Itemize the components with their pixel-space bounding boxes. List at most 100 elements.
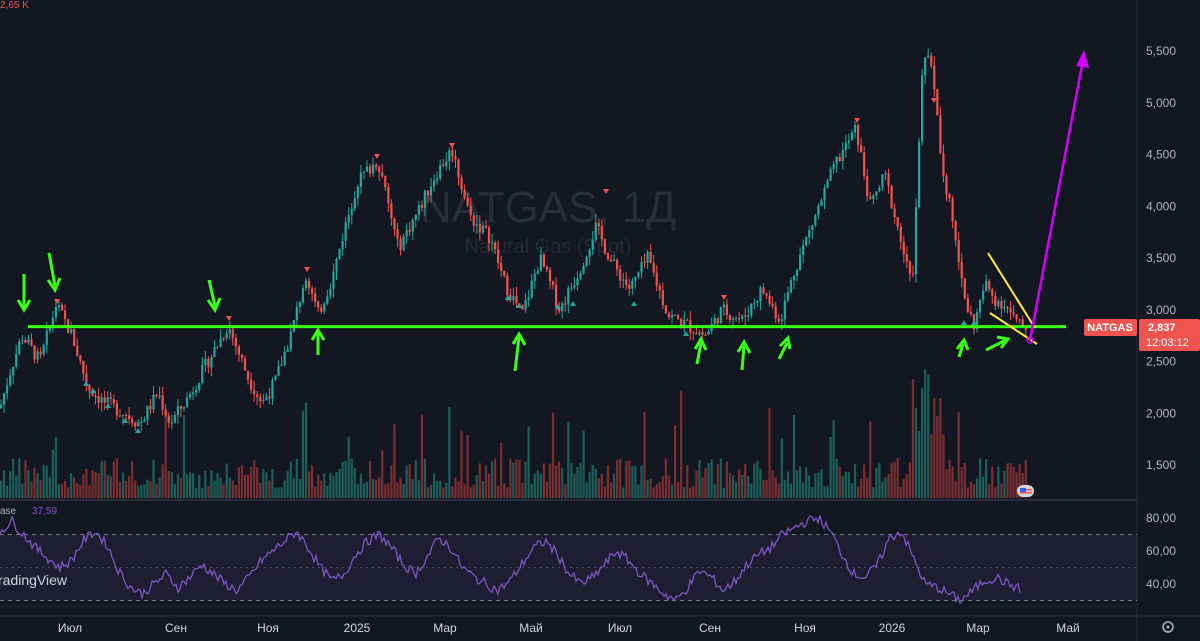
- candle-body: [112, 399, 115, 404]
- sell-marker: [304, 267, 310, 272]
- arrow-annotation: [46, 252, 62, 294]
- volume-bar: [869, 421, 872, 498]
- time-tick-label: Июл: [58, 621, 82, 635]
- buy-marker: [90, 388, 96, 393]
- candle-body: [216, 346, 219, 348]
- sell-marker: [721, 295, 727, 300]
- volume-bar: [655, 483, 658, 498]
- candle-body: [631, 280, 634, 289]
- time-tick-label: Июл: [608, 621, 632, 635]
- candle-body: [991, 289, 994, 296]
- candle-body: [472, 215, 475, 226]
- candle-body: [799, 254, 802, 270]
- candle-body: [1006, 306, 1009, 309]
- volume-bar: [210, 470, 213, 498]
- candle-body: [378, 167, 381, 173]
- candle-body: [423, 190, 427, 208]
- candle-body: [311, 288, 314, 294]
- candle-body: [356, 186, 359, 199]
- buy-marker: [971, 320, 977, 325]
- candle-body: [588, 249, 591, 257]
- candle-body: [54, 306, 57, 318]
- candle-body: [670, 314, 674, 318]
- volume-bar: [762, 479, 765, 498]
- candle-body: [884, 173, 887, 175]
- volume-bar: [795, 470, 799, 498]
- main-plot-area[interactable]: [0, 0, 1137, 500]
- volume-bar: [734, 482, 738, 498]
- volume-bar: [222, 484, 225, 498]
- volume-label: 2,65 K: [0, 0, 29, 11]
- volume-bar: [338, 468, 341, 498]
- volume-bar: [439, 480, 442, 498]
- volume-bar: [551, 412, 555, 498]
- candle-body: [548, 269, 552, 282]
- volume-bar: [259, 482, 262, 498]
- candle-body: [786, 292, 789, 301]
- candle-body: [256, 394, 259, 397]
- candle-body: [9, 375, 12, 386]
- volume-bar: [713, 484, 716, 498]
- sell-marker: [226, 316, 232, 321]
- candle-body: [121, 414, 125, 416]
- volume-bar: [548, 463, 552, 498]
- volume-bar: [829, 436, 832, 498]
- volume-bar: [649, 478, 652, 498]
- candle-body: [728, 315, 732, 321]
- candle-body: [402, 236, 405, 250]
- candle-body: [362, 171, 366, 173]
- volume-bar: [948, 460, 951, 498]
- candle-body: [115, 403, 118, 416]
- volume-bar: [1024, 459, 1027, 498]
- rsi-band: [0, 534, 1137, 601]
- volume-bar: [362, 483, 366, 498]
- candle-body: [70, 329, 73, 333]
- candle-body: [237, 346, 240, 355]
- candle-body: [365, 166, 369, 172]
- volume-bar: [463, 483, 466, 498]
- candle-body: [372, 164, 375, 174]
- volume-bar: [780, 438, 783, 498]
- price-axis[interactable]: 1,500 2,000 2,500 3,000 3,500 4,000 4,500 5,000…: [1146, 44, 1176, 472]
- candle-body: [347, 215, 350, 223]
- candle-body: [97, 396, 100, 403]
- time-axis[interactable]: Июл Сен Ноя 2025 Мар Май Июл Сен Ноя 2026 Мар Май: [58, 621, 1080, 635]
- volume-bar: [588, 472, 591, 498]
- volume-bar: [881, 481, 884, 498]
- candle-body: [667, 313, 671, 318]
- volume-bar: [789, 483, 793, 498]
- volume-bar: [9, 471, 12, 498]
- volume-bar: [884, 477, 887, 498]
- candle-body: [542, 254, 545, 267]
- arrow-annotation: [693, 335, 708, 365]
- volume-bar: [326, 485, 329, 498]
- candle-body: [994, 295, 997, 307]
- candle-body: [79, 355, 82, 361]
- candle-body: [494, 242, 497, 250]
- volume-bar: [494, 458, 497, 498]
- volume-bar: [490, 461, 494, 498]
- candle-body: [838, 157, 841, 162]
- volume-bar: [341, 461, 344, 498]
- candle-body: [744, 315, 747, 317]
- candle-body: [149, 405, 152, 410]
- rsi-band-fill: [0, 534, 1137, 601]
- volume-bar: [301, 410, 305, 498]
- gear-icon[interactable]: [1162, 621, 1174, 633]
- volume-bar: [143, 484, 146, 498]
- volume-bar: [73, 477, 76, 498]
- candle-body: [863, 152, 866, 177]
- candle-body: [536, 270, 539, 275]
- volume-bar: [908, 462, 911, 498]
- volume-bar: [423, 458, 427, 498]
- candle-body: [274, 375, 277, 380]
- volume-bar: [79, 484, 82, 498]
- candle-body: [930, 55, 933, 66]
- candle-body: [616, 259, 619, 270]
- candle-body: [176, 406, 179, 416]
- candle-body: [551, 281, 555, 286]
- candle-body: [164, 409, 167, 416]
- volume-bar: [600, 473, 603, 498]
- candle-body: [829, 169, 832, 181]
